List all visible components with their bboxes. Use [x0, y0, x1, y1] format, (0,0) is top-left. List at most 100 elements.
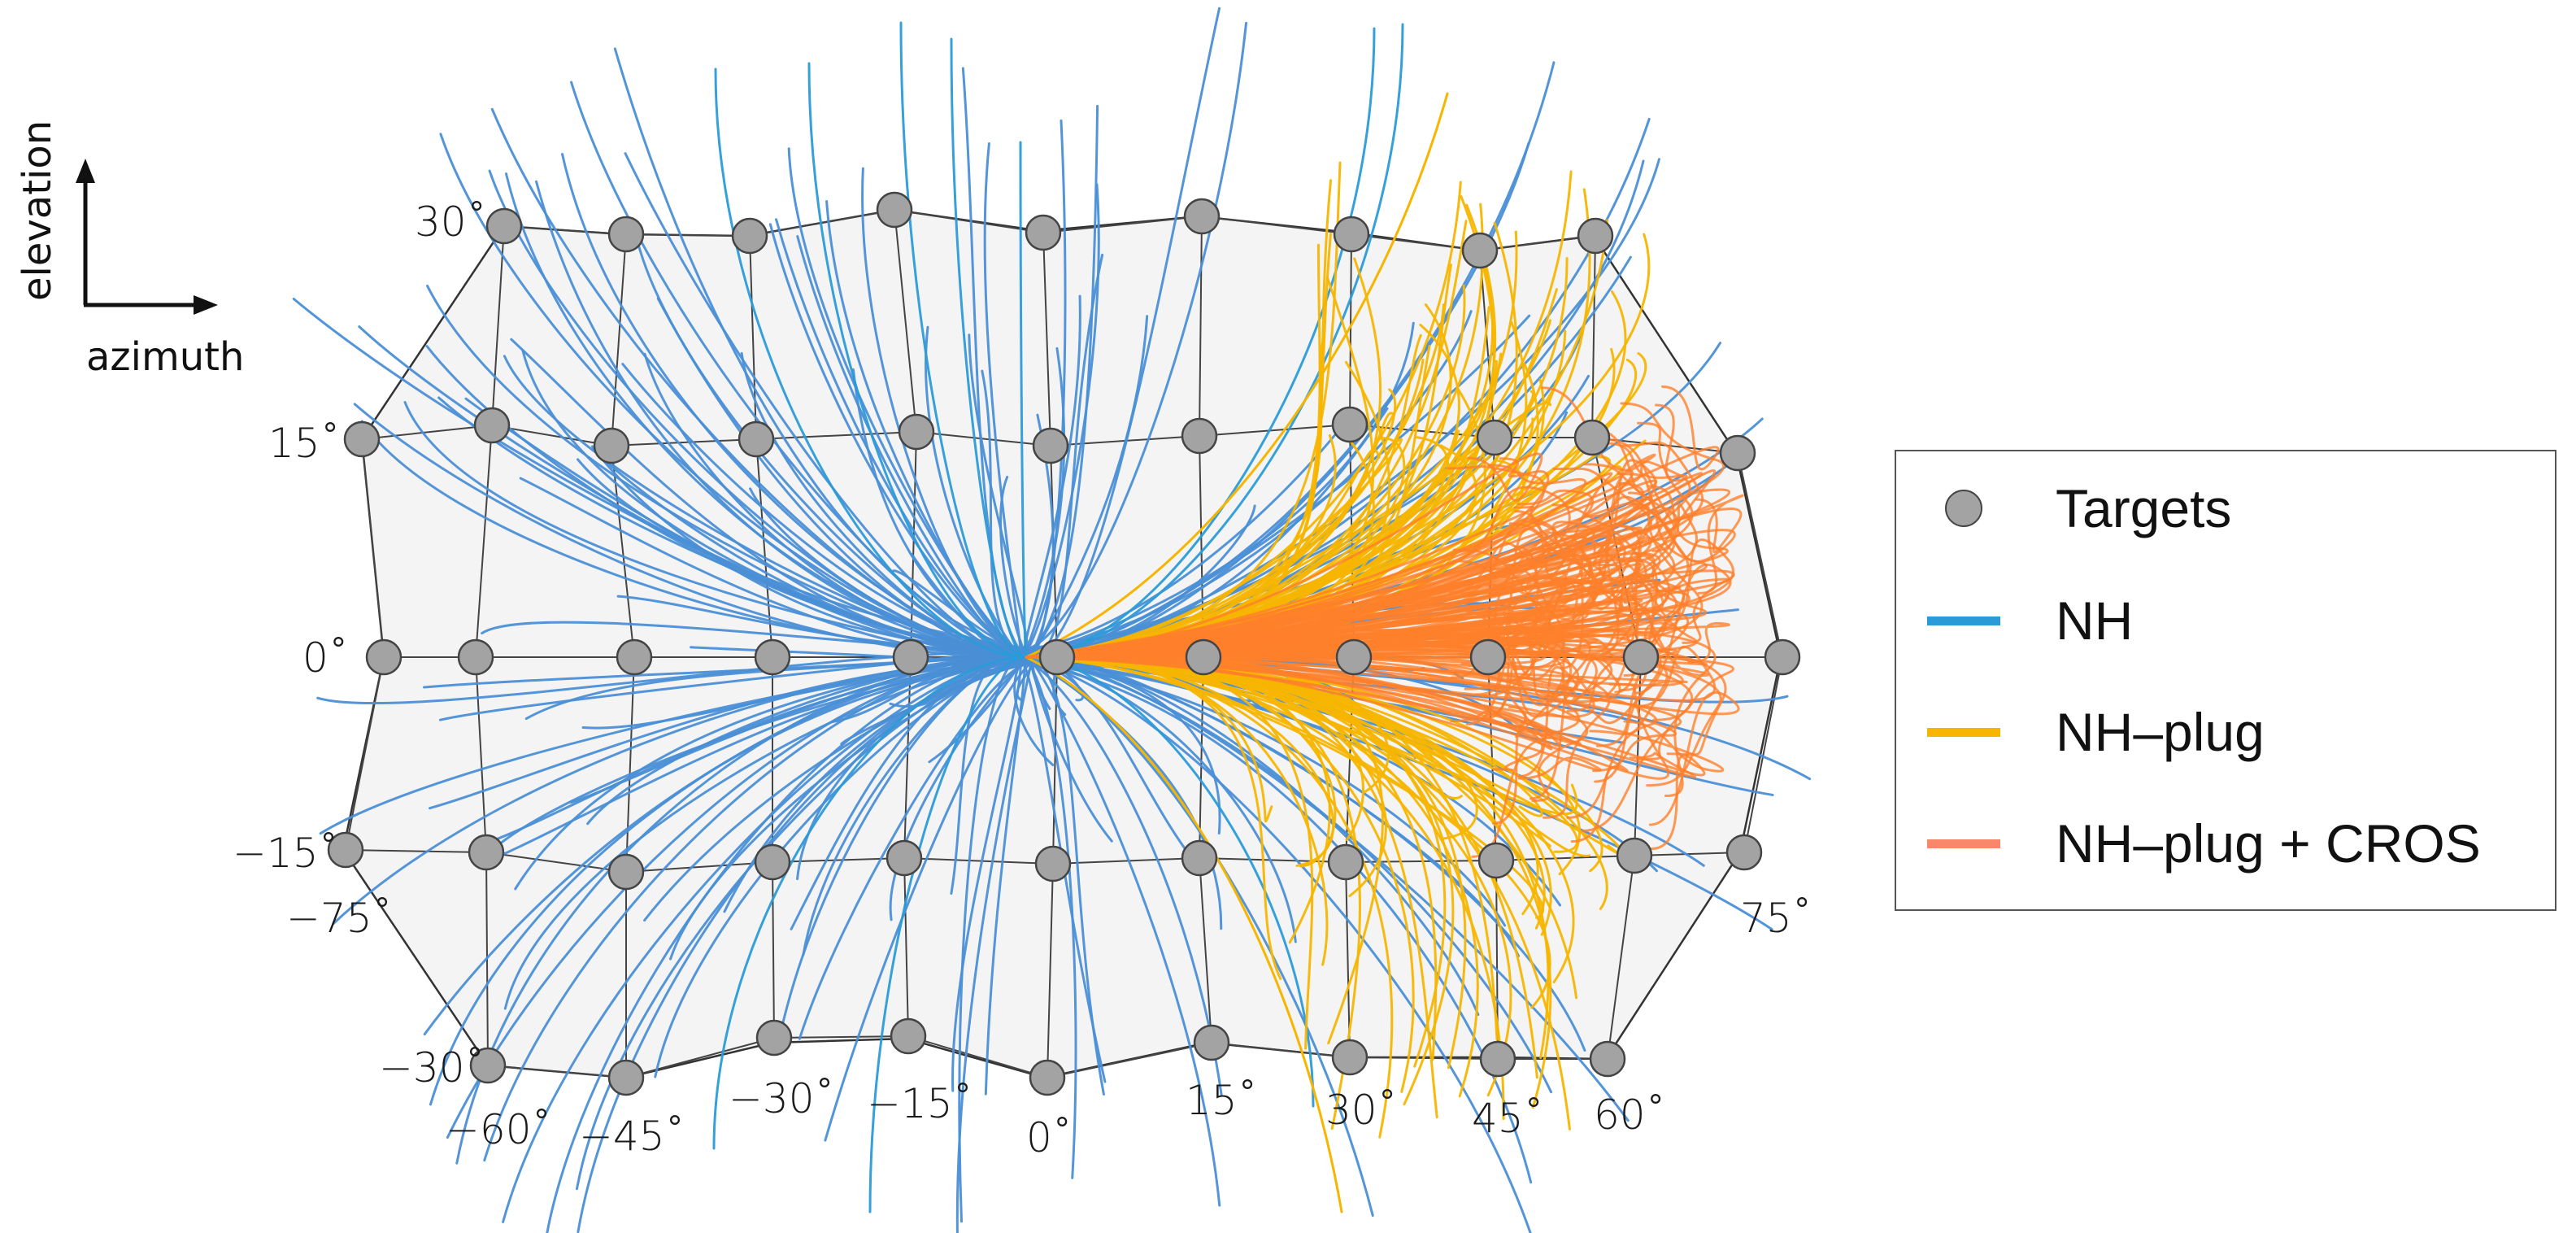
nh-trajectory	[712, 656, 1028, 1150]
target-marker	[1479, 1040, 1516, 1078]
target-marker	[1034, 845, 1072, 882]
nh-trajectory	[426, 284, 1022, 665]
target-marker	[1577, 217, 1614, 255]
nh-trajectory	[950, 37, 1028, 659]
nh-trajectory	[437, 396, 1028, 661]
target-marker	[473, 407, 511, 444]
legend-label-targets: Targets	[2056, 478, 2232, 538]
target-marker	[1193, 1024, 1230, 1061]
nh-trajectory	[429, 655, 1025, 1106]
nh-trajectory	[519, 477, 1025, 658]
legend: Targets NH NH–plug NH–plug + CROS	[1895, 450, 2556, 911]
nh-trajectory	[1032, 664, 1113, 843]
nh-trajectory	[616, 595, 1036, 654]
nh-plug-cros-trajectory	[1025, 656, 1725, 773]
elevation-arrowhead-icon	[76, 159, 95, 183]
nh-plug-cros-trajectory	[1025, 654, 1578, 778]
nh-plug-line-icon	[1927, 683, 2000, 781]
nh-plug-trajectory	[1025, 656, 1578, 816]
azimuth-label-minus30: −30˚	[729, 1075, 835, 1122]
nh-trajectory	[1021, 654, 1553, 1094]
nh-trajectory	[358, 325, 1025, 663]
target-marker	[327, 831, 364, 869]
nh-plug-cros-trajectory	[1025, 651, 1670, 780]
nh-trajectory	[624, 152, 1024, 664]
nh-trajectory	[1025, 656, 1315, 1108]
azimuth-label-30: 30˚	[1325, 1087, 1398, 1134]
target-marker-icon	[1927, 460, 2000, 557]
target-marker	[754, 638, 791, 676]
nh-trajectory	[951, 650, 1022, 1092]
nh-plug-cros-trajectory	[1025, 655, 1677, 773]
legend-label-nh-plug-cros: NH–plug + CROS	[2056, 813, 2481, 874]
legend-item-nh: NH	[1896, 572, 2555, 669]
nh-trajectory	[1028, 658, 1297, 943]
nh-trajectory	[1025, 21, 1248, 651]
nh-plug-cros-line-icon	[1927, 795, 2000, 892]
elevation-axis-label: elevation	[15, 120, 60, 301]
target-markers	[327, 191, 1801, 1096]
nh-trajectory	[502, 651, 1022, 1223]
nh-trajectory	[824, 659, 1035, 1142]
azimuth-label-minus75: −75˚	[286, 895, 393, 942]
legend-item-targets: Targets	[1896, 460, 2555, 557]
nh-plug-cros-trajectory	[1025, 651, 1589, 803]
nh-plug-cros-trajectory	[1025, 624, 1591, 699]
nh-trajectory	[1017, 409, 1355, 654]
target-marker	[1181, 839, 1218, 877]
legend-item-nh-plug-cros: NH–plug + CROS	[1896, 795, 2555, 892]
nh-plug-cros-trajectory	[1025, 464, 1587, 659]
azimuth-label-minus15: −15˚	[867, 1080, 973, 1127]
target-marker	[1469, 638, 1507, 676]
target-marker	[1032, 427, 1069, 464]
nh-plug-cros-trajectory	[1025, 483, 1645, 659]
nh-trajectory	[488, 169, 1035, 664]
nh-plug-trajectory	[1025, 438, 1403, 659]
azimuth-arrowhead-icon	[194, 295, 218, 315]
nh-trajectory	[503, 659, 1024, 1010]
legend-label-nh-plug: NH–plug	[2056, 702, 2265, 762]
target-marker	[1038, 638, 1076, 676]
nh-plug-trajectory	[1025, 656, 1394, 1139]
nh-trajectory	[899, 21, 1028, 659]
target-marker	[1333, 216, 1370, 253]
azimuth-label-minus60: −60˚	[446, 1106, 552, 1153]
target-marker	[1725, 834, 1763, 871]
nh-trajectory	[714, 68, 1028, 659]
legend-label-nh: NH	[2056, 590, 2134, 651]
nh-trajectory	[1027, 61, 1556, 660]
nh-plug-cros-trajectory	[1025, 564, 1732, 695]
nh-trajectory	[1019, 141, 1028, 659]
target-marker	[1589, 1040, 1626, 1078]
nh-trajectory	[889, 660, 1028, 921]
nh-plug-cros-trajectory	[1025, 626, 1567, 717]
nh-plug-cros-trajectory	[1025, 552, 1708, 659]
nh-trajectory	[968, 333, 1029, 654]
nh-plug-cros-trajectory	[1025, 385, 1720, 659]
target-marker	[343, 420, 381, 458]
target-marker	[1331, 1039, 1368, 1076]
nh-plug-cros-trajectory	[1025, 554, 1592, 659]
elevation-label-0: 0˚	[302, 634, 349, 682]
target-marker	[1764, 638, 1801, 676]
nh-trajectory	[1027, 158, 1660, 667]
nh-plug-trajectory	[1025, 656, 1343, 1213]
nh-trajectory	[1019, 657, 1532, 1233]
nh-trajectory	[485, 661, 1027, 863]
target-marker	[1327, 843, 1364, 881]
nh-trajectory	[798, 664, 1025, 1040]
nh-trajectory	[955, 654, 1034, 1233]
nh-trajectory	[1023, 651, 1221, 1207]
nh-plug-trajectory	[1025, 92, 1449, 659]
target-marker	[469, 1047, 507, 1084]
target-marker	[892, 638, 929, 676]
elevation-label-minus15: −15˚	[233, 830, 339, 877]
target-marker	[365, 638, 402, 676]
nh-plug-cros-trajectory	[1025, 655, 1603, 780]
nh-trajectory	[1019, 104, 1099, 659]
nh-plug-cros-trajectory	[1025, 656, 1544, 772]
target-marker	[457, 638, 494, 676]
target-marker	[886, 839, 923, 877]
target-marker	[1719, 434, 1756, 472]
